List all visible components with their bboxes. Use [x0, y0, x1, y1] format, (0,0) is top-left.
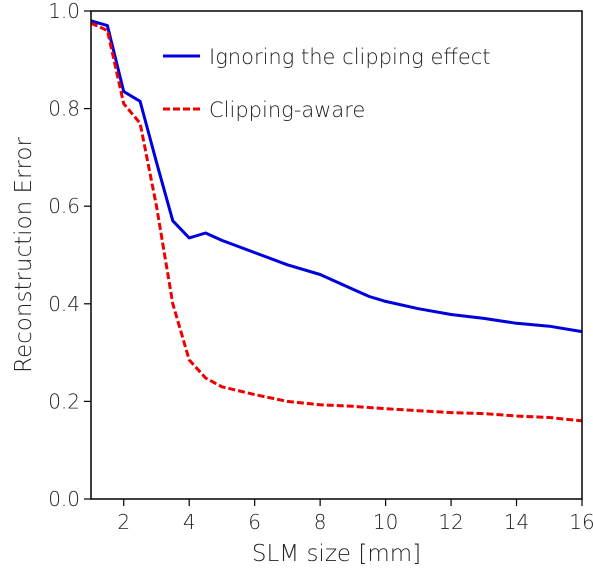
y-axis-label: Reconstruction Error — [11, 137, 37, 373]
axis-ticks: 2 4 6 8 10 12 14 16 0.0 0.2 0.4 0.6 0.8 1.0 — [48, 0, 593, 534]
y-tick-label: 1.0 — [48, 0, 80, 23]
x-tick-label: 4 — [183, 510, 196, 534]
legend-label-2: Clipping-aware — [209, 98, 365, 122]
plot-frame — [90, 10, 583, 500]
y-tick-label: 0.0 — [48, 487, 80, 511]
x-axis-label: SLM size [mm] — [252, 541, 421, 567]
x-tick-label: 2 — [117, 510, 130, 534]
legend: Ignoring the clipping effect Clipping-awa… — [163, 45, 491, 122]
y-tick-label: 0.4 — [48, 292, 80, 316]
x-tick-label: 10 — [373, 510, 398, 534]
legend-label-1: Ignoring the clipping effect — [209, 45, 491, 69]
series-lines — [90, 19, 583, 423]
x-tick-label: 14 — [504, 510, 529, 534]
series-line-1 — [90, 19, 583, 334]
x-tick-label: 16 — [569, 510, 593, 534]
x-tick-label: 8 — [314, 510, 327, 534]
x-tick-label: 12 — [438, 510, 463, 534]
y-tick-label: 0.6 — [48, 194, 80, 218]
x-tick-label: 6 — [248, 510, 261, 534]
y-tick-label: 0.8 — [48, 97, 80, 121]
series-line-2 — [90, 21, 583, 423]
y-tick-label: 0.2 — [48, 389, 80, 413]
